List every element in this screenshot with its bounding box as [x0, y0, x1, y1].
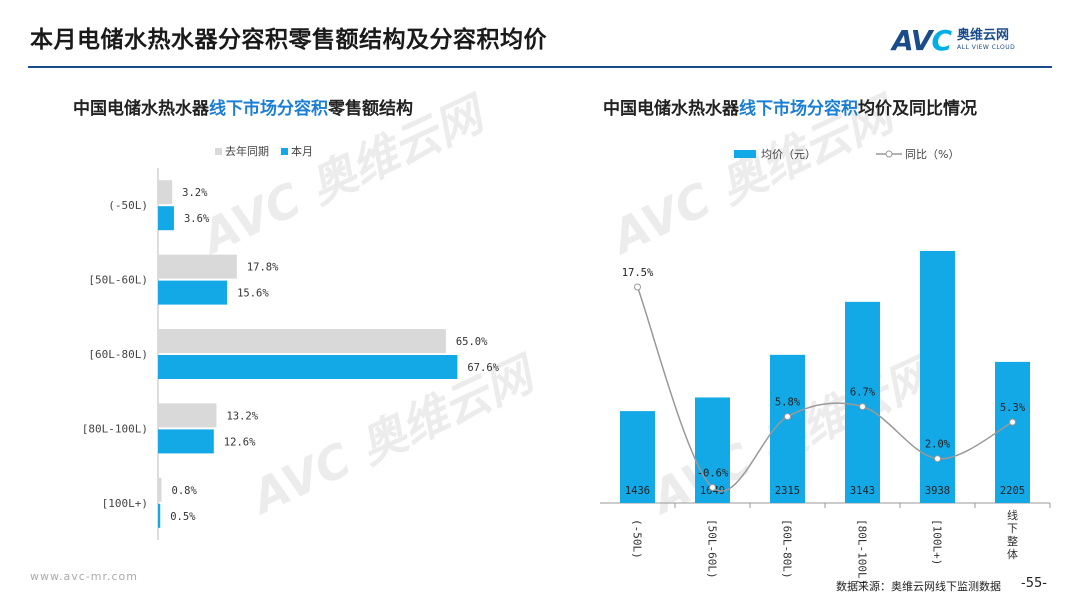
- data-label-yoy: 17.5%: [622, 267, 654, 279]
- data-label-curr: 0.5%: [170, 511, 196, 523]
- category-label: [50L-60L): [88, 274, 148, 287]
- logo-chinese: 奥维云网: [957, 27, 1010, 43]
- left-chart-title: 中国电储水热水器线下市场分容积零售额结构: [73, 99, 413, 119]
- legend-swatch-bar: [734, 150, 756, 158]
- bar-prev: [158, 329, 446, 353]
- yoy-point: [859, 403, 866, 411]
- data-label-yoy: 6.7%: [850, 387, 876, 399]
- legend-label-line: 同比（%）: [905, 148, 960, 161]
- bar-curr: [158, 206, 174, 231]
- data-label-curr: 67.6%: [467, 362, 499, 374]
- data-label-yoy: -0.6%: [697, 467, 729, 479]
- page-number: -55-: [1021, 576, 1047, 591]
- category-label: [100L+): [102, 497, 148, 510]
- left-bar-chart: (-50L) 3.2% 3.6% [50L-60L) 17.8% 15.6% [60L-80…: [82, 168, 500, 540]
- bar-prev: [158, 477, 162, 502]
- data-label-prev: 3.2%: [182, 187, 208, 199]
- footer-source: 数据来源：奥维云网线下监测数据: [836, 580, 1001, 593]
- category-label: [80L-100L): [856, 519, 869, 585]
- data-label-prev: 17.8%: [247, 262, 279, 274]
- category-label: (-50L): [108, 199, 148, 212]
- bar-avg-price: [770, 354, 805, 503]
- bar-prev: [158, 403, 217, 428]
- data-label-prev: 0.8%: [172, 485, 198, 497]
- category-label: [80L-100L): [82, 422, 148, 435]
- yoy-point: [934, 455, 941, 463]
- yoy-line: [636, 286, 1013, 492]
- data-label-prev: 65.0%: [456, 336, 488, 348]
- category-label: [60L-80L): [781, 519, 794, 579]
- data-label-yoy: 5.3%: [1000, 402, 1026, 414]
- bar-avg-price: [920, 250, 955, 503]
- data-label-price: 2205: [1000, 485, 1025, 497]
- bar-prev: [158, 254, 237, 279]
- bar-avg-price: [620, 411, 655, 503]
- left-legend: 去年同期 本月: [215, 143, 313, 159]
- legend-label-curr: 本月: [291, 145, 313, 158]
- data-label-yoy: 2.0%: [925, 439, 951, 451]
- legend-swatch-line: [876, 149, 902, 159]
- yoy-point: [784, 413, 791, 421]
- bar-prev: [158, 180, 173, 205]
- category-label: [60L-80L): [88, 348, 148, 361]
- yoy-point: [1009, 418, 1016, 426]
- bar-curr: [158, 355, 458, 379]
- title-divider: [28, 66, 1052, 68]
- right-legend: 均价（元） 同比（%）: [734, 146, 959, 162]
- data-label-price: 3143: [850, 485, 875, 497]
- data-label-curr: 15.6%: [237, 288, 269, 300]
- data-label-price: 1436: [625, 485, 650, 497]
- logo-mark: AVC: [892, 23, 952, 57]
- category-label: [50L-60L): [706, 519, 719, 579]
- data-label-price: 1649: [700, 485, 725, 497]
- right-chart-title: 中国电储水热水器线下市场分容积均价及同比情况: [603, 99, 977, 119]
- yoy-point: [709, 483, 716, 491]
- data-label-price: 2315: [775, 485, 800, 497]
- data-label-prev: 13.2%: [226, 410, 258, 422]
- category-label: (-50L): [631, 519, 644, 559]
- data-label-curr: 12.6%: [224, 436, 256, 448]
- footer-url: www.avc-mr.com: [30, 570, 138, 583]
- logo-english: ALL VIEW CLOUD: [957, 43, 1016, 51]
- bar-curr: [158, 503, 161, 528]
- legend-swatch-curr: [281, 147, 288, 155]
- data-label-yoy: 5.8%: [775, 397, 801, 409]
- yoy-point: [634, 283, 641, 291]
- data-label-price: 3938: [925, 485, 950, 497]
- bar-avg-price: [995, 361, 1030, 503]
- avc-logo: AVC 奥维云网 ALL VIEW CLOUD: [892, 23, 1016, 57]
- bar-curr: [158, 429, 214, 454]
- right-combo-chart: 1436 (-50L) 1649 [50L-60L) 2315 [60L-80L) 3143…: [600, 250, 1051, 585]
- data-label-curr: 3.6%: [184, 213, 210, 225]
- category-label: 线下整体: [1007, 508, 1018, 561]
- legend-label-prev: 去年同期: [225, 145, 269, 158]
- bar-avg-price: [845, 301, 880, 503]
- bar-curr: [158, 280, 228, 305]
- legend-label-bar: 均价（元）: [761, 148, 816, 161]
- category-label: [100L+): [931, 519, 944, 565]
- legend-swatch-prev: [215, 147, 222, 155]
- page-title: 本月电储水热水器分容积零售额结构及分容积均价: [30, 27, 547, 53]
